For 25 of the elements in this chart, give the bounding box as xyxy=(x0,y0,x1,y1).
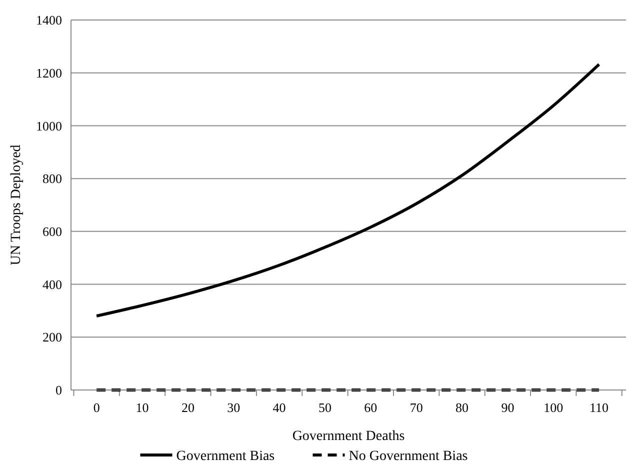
y-axis-title: UN Troops Deployed xyxy=(9,144,24,266)
y-tick-label: 200 xyxy=(42,330,62,345)
x-tick-label: 50 xyxy=(318,400,332,415)
x-tick-label: 20 xyxy=(181,400,194,415)
y-tick-label: 600 xyxy=(42,224,62,239)
x-axis-title: Government Deaths xyxy=(292,429,405,444)
x-tick-label: 90 xyxy=(501,400,514,415)
x-tick-label: 80 xyxy=(456,400,469,415)
x-tick-label: 0 xyxy=(93,400,100,415)
x-tick-label: 60 xyxy=(364,400,378,415)
y-tick-label: 800 xyxy=(42,171,62,186)
x-tick-label: 30 xyxy=(227,400,240,415)
y-tick-label: 400 xyxy=(42,276,62,292)
y-tick-label: 1000 xyxy=(36,118,62,134)
x-tick-label: 10 xyxy=(136,400,149,415)
x-tick-label: 70 xyxy=(410,400,423,415)
legend-label: No Government Bias xyxy=(348,448,468,464)
line-series xyxy=(95,62,601,318)
y-tick-label: 1400 xyxy=(36,12,62,28)
x-tick-label: 110 xyxy=(590,400,609,415)
y-tick-label: 0 xyxy=(56,382,62,398)
x-tick-label: 100 xyxy=(544,400,564,415)
y-tick-label: 1200 xyxy=(36,65,62,80)
x-tick-label: 40 xyxy=(272,400,286,415)
legend-label: Government Bias xyxy=(176,448,275,464)
